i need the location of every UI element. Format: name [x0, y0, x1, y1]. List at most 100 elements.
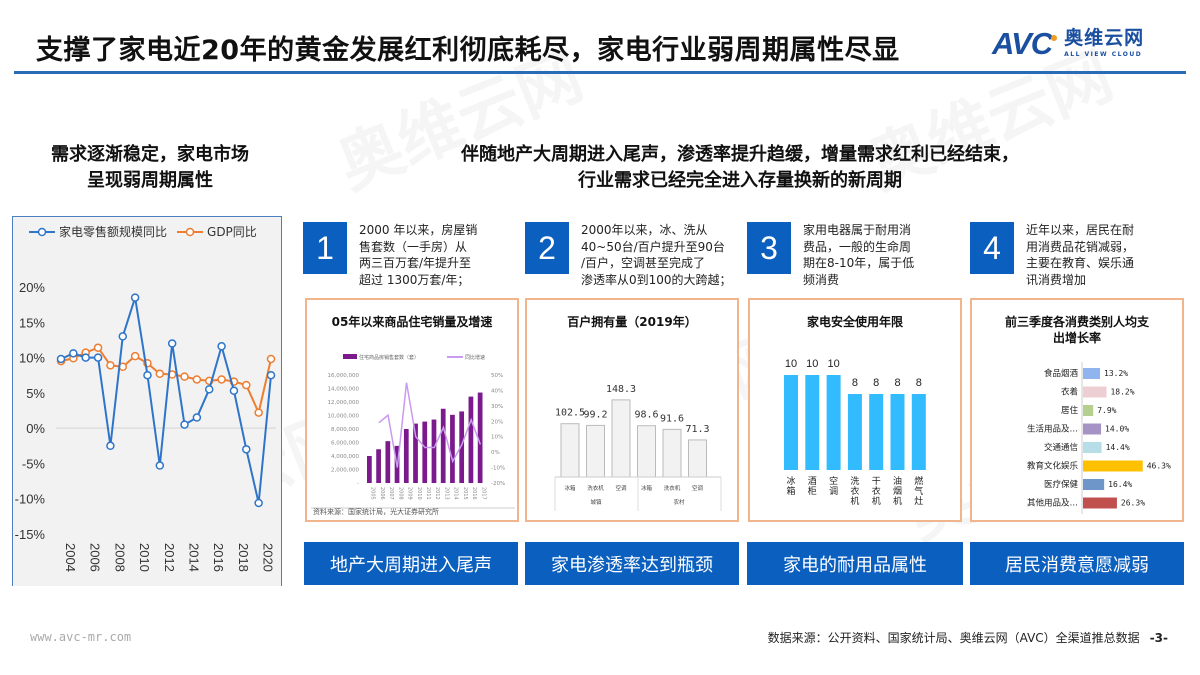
chart-legend: 家电零售额规模同比 GDP同比: [29, 223, 257, 240]
svg-text:冰箱: 冰箱: [564, 484, 576, 492]
svg-text:交通通信: 交通通信: [1044, 442, 1079, 453]
svg-text:10%: 10%: [491, 435, 503, 441]
svg-text:6,000,000: 6,000,000: [331, 441, 359, 447]
svg-text:102.5: 102.5: [555, 408, 585, 419]
panel-title: 05年以来商品住宅销量及增速: [331, 315, 493, 329]
svg-text:0%: 0%: [491, 450, 500, 456]
svg-text:71.3: 71.3: [685, 424, 709, 435]
tag-durable-goods: 家电的耐用品属性: [747, 542, 963, 585]
svg-text:2014: 2014: [187, 543, 202, 572]
svg-text:医疗保健: 医疗保健: [1044, 479, 1079, 490]
svg-text:2016: 2016: [471, 487, 477, 500]
svg-text:26.3%: 26.3%: [1121, 499, 1145, 508]
svg-text:2016: 2016: [211, 543, 226, 572]
avc-logo: AVC 奥维云网 ALL VIEW CLOUD: [992, 27, 1144, 61]
svg-text:2013: 2013: [443, 487, 449, 500]
logo-dot-icon: [1051, 35, 1058, 41]
svg-text:-10%: -10%: [15, 492, 46, 507]
svg-text:40%: 40%: [491, 388, 503, 394]
svg-text:农村: 农村: [673, 498, 685, 506]
svg-text:洗衣机: 洗衣机: [664, 484, 681, 492]
svg-text:冰箱: 冰箱: [641, 484, 653, 492]
svg-text:油: 油: [893, 475, 902, 487]
svg-text:16,000,000: 16,000,000: [328, 373, 360, 379]
svg-text:16.4%: 16.4%: [1108, 480, 1132, 489]
svg-text:烟: 烟: [893, 485, 902, 497]
housing-sales-chart: 住宅商品房销售套数（套） 同比增速 16,000,000 14,000,000 12,0…: [311, 354, 515, 509]
svg-text:18.2%: 18.2%: [1110, 388, 1134, 397]
svg-text:其他用品及…: 其他用品及…: [1027, 498, 1078, 509]
right-heading-line1: 伴随地产大周期进入尾声，渗透率提升趋缓，增量需求红利已经结束，: [461, 144, 1019, 165]
svg-text:13.2%: 13.2%: [1104, 369, 1128, 378]
svg-text:空调: 空调: [692, 484, 704, 492]
tag-consumer-willingness: 居民消费意愿减弱: [970, 542, 1184, 585]
svg-text:生活用品及…: 生活用品及…: [1027, 424, 1078, 435]
left-section-heading: 需求逐渐稳定，家电市场 呈现弱周期属性: [10, 142, 290, 194]
point-text: 家用电器属于耐用消 费品，一般的生命周 期在8-10年，属于低 频消费: [803, 223, 915, 287]
svg-text:0%: 0%: [26, 421, 45, 436]
svg-text:20%: 20%: [491, 419, 503, 425]
svg-text:2008: 2008: [397, 487, 403, 500]
svg-text:2008: 2008: [112, 543, 127, 572]
left-heading-line1: 需求逐渐稳定，家电市场: [51, 144, 249, 165]
svg-text:8,000,000: 8,000,000: [331, 427, 359, 433]
point-3: 3 家用电器属于耐用消 费品，一般的生命周 期在8-10年，属于低 频消费: [747, 222, 953, 288]
svg-text:住宅商品房销售套数（套）: 住宅商品房销售套数（套）: [359, 354, 419, 361]
legend-line-marker-icon: [177, 227, 204, 236]
logo-mark: AVC: [992, 27, 1058, 61]
point-4: 4 近年以来，居民在耐 用消费品花销减弱， 主要在教育、娱乐通 讯消费增加: [970, 222, 1176, 288]
svg-text:2010: 2010: [416, 487, 422, 500]
svg-text:2009: 2009: [407, 487, 413, 500]
svg-text:-15%: -15%: [15, 527, 46, 542]
svg-text:调: 调: [829, 486, 838, 497]
svg-text:10: 10: [785, 358, 797, 370]
footer-source: 数据来源：公开资料、国家统计局、奥维云网（AVC）全渠道推总数据 -3-: [768, 629, 1168, 646]
point-1: 1 2000 年以来，房屋销 售套数（一手房）从 两三百万套/年提升至 超过 1300…: [303, 222, 509, 288]
svg-text:10,000,000: 10,000,000: [328, 414, 360, 420]
svg-text:8: 8: [894, 377, 900, 389]
svg-text:2005: 2005: [370, 487, 376, 500]
svg-text:-: -: [357, 481, 359, 487]
data-source-text: 数据来源：公开资料、国家统计局、奥维云网（AVC）全渠道推总数据: [767, 631, 1140, 645]
household-ownership-chart: 102.5 冰箱 99.2 洗衣机 148.3 空调 98.6 冰箱 91.6 洗衣机 71.3 空调…: [554, 384, 722, 511]
svg-text:46.3%: 46.3%: [1147, 462, 1171, 471]
svg-text:2007: 2007: [388, 487, 394, 500]
svg-text:91.6: 91.6: [660, 413, 684, 424]
svg-text:箱: 箱: [786, 485, 795, 497]
line-chart-plot: 20% 15% 10% 5% 0% -5% -10% -15% 2004 2006 2008 2010…: [15, 280, 276, 572]
point-text: 近年以来，居民在耐 用消费品花销减弱， 主要在教育、娱乐通 讯消费增加: [1026, 223, 1135, 287]
svg-text:2004: 2004: [63, 543, 78, 572]
footer-url[interactable]: www.avc-mr.com: [30, 630, 132, 644]
svg-text:98.6: 98.6: [634, 410, 658, 421]
point-text: 2000 年以来，房屋销 售套数（一手房）从 两三百万套/年提升至 超过 1300万套…: [359, 223, 478, 287]
svg-text:15%: 15%: [19, 315, 45, 330]
svg-text:50%: 50%: [491, 373, 503, 379]
number-badge: 4: [970, 222, 1014, 274]
svg-text:-20%: -20%: [491, 481, 505, 487]
appliance-vs-gdp-line-chart: 家电零售额规模同比 GDP同比 20% 15% 10% 5% 0% -5% -10% -15%…: [12, 216, 282, 586]
svg-text:2012: 2012: [434, 487, 440, 500]
svg-text:衣: 衣: [872, 485, 881, 497]
svg-text:14.0%: 14.0%: [1105, 425, 1129, 434]
svg-text:2018: 2018: [236, 543, 251, 572]
svg-text:14.4%: 14.4%: [1106, 443, 1130, 452]
tag-real-estate-cycle: 地产大周期进入尾声: [304, 542, 518, 585]
svg-text:衣: 衣: [850, 485, 859, 497]
svg-text:柜: 柜: [808, 485, 817, 497]
svg-text:148.3: 148.3: [606, 384, 636, 395]
legend-line-marker-icon: [29, 227, 55, 236]
svg-text:4,000,000: 4,000,000: [331, 454, 359, 460]
svg-text:冰: 冰: [786, 475, 795, 487]
panel-title: 家电安全使用年限: [806, 315, 903, 329]
svg-text:同比增速: 同比增速: [465, 354, 485, 361]
svg-text:2006: 2006: [88, 543, 103, 572]
svg-text:2012: 2012: [162, 543, 177, 572]
svg-text:10: 10: [827, 358, 839, 370]
number-badge: 2: [525, 222, 569, 274]
housing-sales-chart-panel: 05年以来商品住宅销量及增速 住宅商品房销售套数（套） 同比增速 16,000,00…: [305, 298, 519, 522]
tag-penetration-bottleneck: 家电渗透率达到瓶颈: [525, 542, 739, 585]
legend-label: GDP同比: [207, 225, 257, 239]
right-section-heading: 伴随地产大周期进入尾声，渗透率提升趋缓，增量需求红利已经结束， 行业需求已经完全…: [340, 142, 1140, 194]
svg-text:30%: 30%: [491, 404, 503, 410]
svg-text:机: 机: [872, 495, 881, 507]
